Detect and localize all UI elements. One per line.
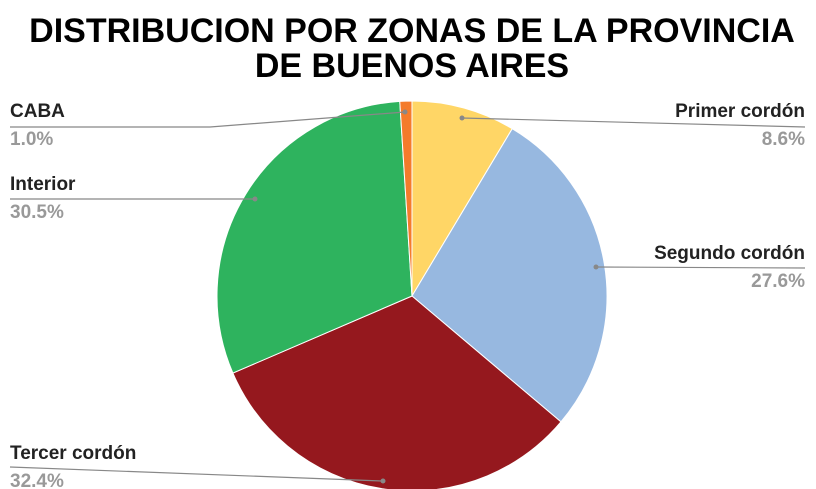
- slice-label: Segundo cordón: [654, 243, 805, 264]
- pie-slice: [411, 100, 513, 298]
- leader-line: [10, 111, 406, 128]
- slice-label: CABA: [10, 101, 65, 122]
- pie-slice: [411, 128, 608, 423]
- chart-title: DE BUENOS AIRES: [255, 47, 569, 85]
- leader-line: [595, 266, 806, 269]
- leader-line: [9, 466, 384, 482]
- slice-label: Primer cordón: [675, 101, 805, 122]
- pie-slice: [216, 100, 413, 374]
- value-label: 1.0%: [10, 129, 53, 150]
- leader-dot: [380, 478, 386, 484]
- leader-dot: [252, 196, 258, 202]
- leader-dot: [593, 264, 599, 270]
- value-label: 30.5%: [10, 202, 64, 223]
- value-label: 32.4%: [10, 471, 64, 489]
- chart-title: DISTRIBUCION POR ZONAS DE LA PROVINCIA: [29, 12, 795, 50]
- leader-line: [461, 117, 806, 128]
- value-label: 8.6%: [762, 129, 805, 150]
- value-label: 27.6%: [751, 271, 805, 292]
- leader-dot: [402, 109, 408, 115]
- pie-slice: [399, 100, 413, 297]
- slice-label: Interior: [10, 174, 76, 195]
- leader-dot: [459, 115, 465, 121]
- slice-label: Tercer cordón: [10, 443, 136, 464]
